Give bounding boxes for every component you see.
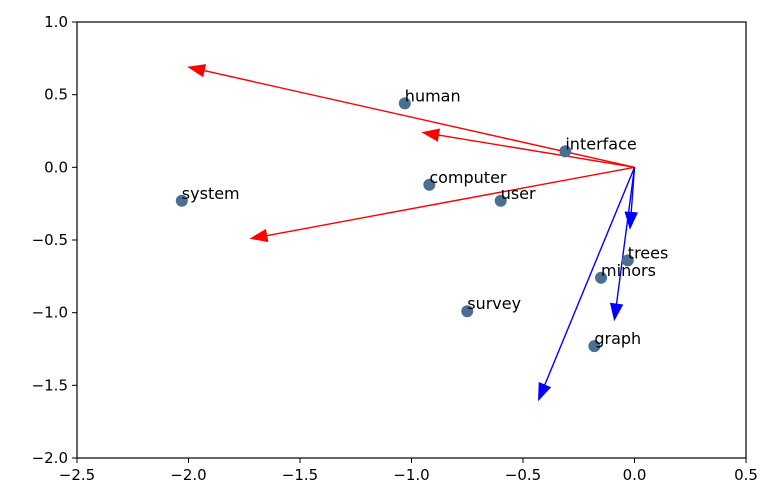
point-label-survey: survey: [467, 294, 521, 313]
y-tick-label: −1.5: [32, 376, 68, 394]
point-label-system: system: [182, 184, 240, 203]
blue-arrow-2: [538, 167, 636, 402]
point-label-interface: interface: [565, 134, 636, 153]
point-trees: [621, 254, 634, 267]
y-tick-label: 0.5: [44, 86, 68, 104]
y-axis: 1.0 0.5 0.0 −0.5 −1.0 −1.5 −2.0: [32, 13, 77, 467]
point-interface: [559, 145, 572, 158]
blue-arrow-1-shaft: [615, 167, 636, 305]
x-tick-label: −2.5: [59, 466, 95, 484]
red-arrow-1-shaft: [438, 134, 635, 169]
point-human: [398, 97, 411, 110]
red-arrow-0-head: [187, 64, 207, 78]
x-tick-label: 0.5: [734, 466, 758, 484]
point-system: [175, 194, 188, 207]
point-label-human: human: [405, 86, 461, 105]
point-computer: [423, 178, 436, 191]
y-tick-label: 1.0: [44, 13, 68, 31]
y-tick-label: −1.0: [32, 304, 68, 322]
points-layer: [175, 97, 634, 353]
red-arrow-1-head: [421, 128, 441, 142]
point-label-user: user: [501, 184, 536, 203]
red-arrow-2-shaft: [266, 166, 635, 237]
x-tick-label: −0.5: [505, 466, 541, 484]
x-tick-label: −1.5: [282, 466, 318, 484]
x-axis: −2.5 −2.0 −1.5 −1.0 −0.5 0.0 0.5: [59, 458, 758, 484]
point-survey: [461, 305, 474, 318]
point-minors: [595, 271, 608, 284]
point-user: [494, 194, 507, 207]
arrows-layer: [187, 64, 638, 402]
blue-arrow-2-head: [538, 382, 552, 402]
point-label-computer: computer: [429, 168, 507, 187]
red-arrow-2-head: [249, 228, 269, 243]
x-tick-label: −1.0: [393, 466, 429, 484]
blue-arrow-2-shaft: [544, 167, 636, 386]
point-graph: [588, 340, 601, 353]
x-tick-label: 0.0: [623, 466, 647, 484]
red-arrow-1: [421, 128, 635, 169]
point-label-trees: trees: [628, 243, 669, 262]
y-tick-label: 0.0: [44, 158, 68, 176]
blue-arrow-1: [609, 167, 636, 322]
x-tick-label: −2.0: [170, 466, 206, 484]
point-label-graph: graph: [594, 329, 641, 348]
y-tick-label: −0.5: [32, 231, 68, 249]
point-label-minors: minors: [601, 261, 656, 280]
y-tick-label: −2.0: [32, 449, 68, 467]
blue-arrow-1-head: [609, 302, 624, 322]
red-arrow-2: [249, 166, 635, 243]
